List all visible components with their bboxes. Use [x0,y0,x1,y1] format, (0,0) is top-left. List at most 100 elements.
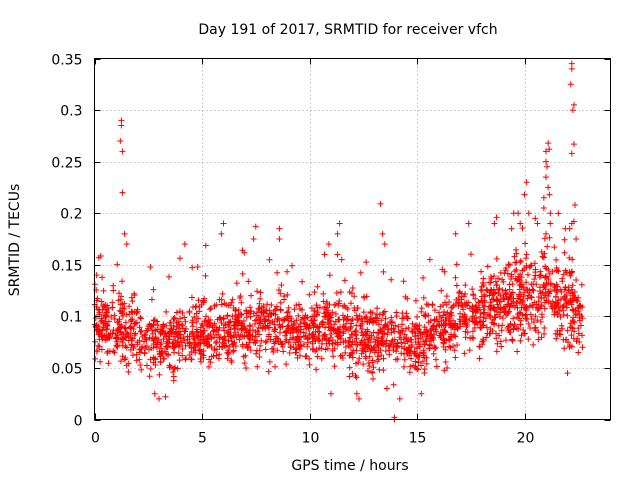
data-point [254,309,261,316]
data-point [101,322,108,329]
data-point [441,320,448,327]
data-point [170,373,177,380]
data-point [189,323,196,330]
data-point [504,296,511,303]
data-point [330,353,337,360]
data-point [349,316,356,323]
data-point [547,288,554,295]
data-point [186,309,193,316]
data-point [408,336,415,343]
data-point [285,339,292,346]
data-point [415,359,422,366]
data-point [250,236,257,242]
data-point [412,358,419,365]
data-point [126,303,133,310]
data-point [521,301,528,308]
data-point [477,310,484,317]
data-point [476,299,483,306]
data-point [210,328,217,335]
data-point [213,324,220,331]
data-point [315,337,322,344]
data-point [288,344,295,351]
data-point [218,230,225,237]
data-point [542,263,549,270]
data-point [507,292,514,299]
data-point [539,314,546,321]
data-point [225,351,232,358]
data-point [153,343,160,350]
data-point [529,286,536,293]
data-point [362,341,369,348]
data-point [478,268,485,275]
data-point [540,254,547,261]
data-point [341,277,348,284]
data-point [228,299,235,306]
data-point [200,299,207,306]
data-point [98,333,105,340]
data-point [387,319,394,326]
data-point [420,294,427,301]
data-point [310,322,317,329]
data-point [412,338,419,345]
data-point [349,284,356,291]
data-point [105,360,112,367]
data-point [273,303,280,310]
data-point [500,293,507,300]
data-point [111,316,118,323]
data-point [407,363,414,370]
data-point [502,337,509,344]
data-point [191,314,198,321]
data-point [356,312,363,319]
data-point [461,300,468,307]
data-point [293,302,300,309]
data-point [493,295,500,302]
data-point [383,385,390,392]
data-point [380,325,387,332]
data-point [284,291,291,298]
data-point [534,220,541,227]
data-point [171,349,178,356]
data-point [99,274,106,281]
data-point [281,293,288,300]
data-point [561,249,568,256]
data-point [495,322,502,329]
data-point [401,350,408,357]
data-point [401,340,408,347]
data-point [287,330,294,337]
data-point [98,346,105,353]
data-point [364,319,371,326]
data-point [260,303,267,310]
data-point [233,280,240,287]
data-point [277,307,284,314]
data-point [106,348,113,355]
data-point [420,274,427,281]
data-point [381,241,388,248]
data-point [230,322,237,329]
data-point [121,356,128,363]
data-point [123,333,130,340]
data-point [172,364,179,371]
data-point [577,322,584,329]
data-point [274,269,281,276]
data-point [152,356,159,363]
data-point [487,306,494,313]
data-point [396,334,403,341]
data-point [362,314,369,321]
data-point [440,302,447,309]
data-point [309,340,316,347]
data-point [136,356,143,363]
data-point [370,364,377,371]
data-point [92,338,99,345]
data-point [543,158,549,165]
data-point [405,325,412,332]
data-point [243,341,250,348]
data-point [263,307,270,314]
data-point [203,339,210,346]
data-point [567,81,574,88]
data-point [339,352,346,359]
data-point [560,311,567,318]
data-point [538,303,545,310]
data-point [278,282,285,289]
data-point [523,179,530,186]
data-point [122,343,129,350]
